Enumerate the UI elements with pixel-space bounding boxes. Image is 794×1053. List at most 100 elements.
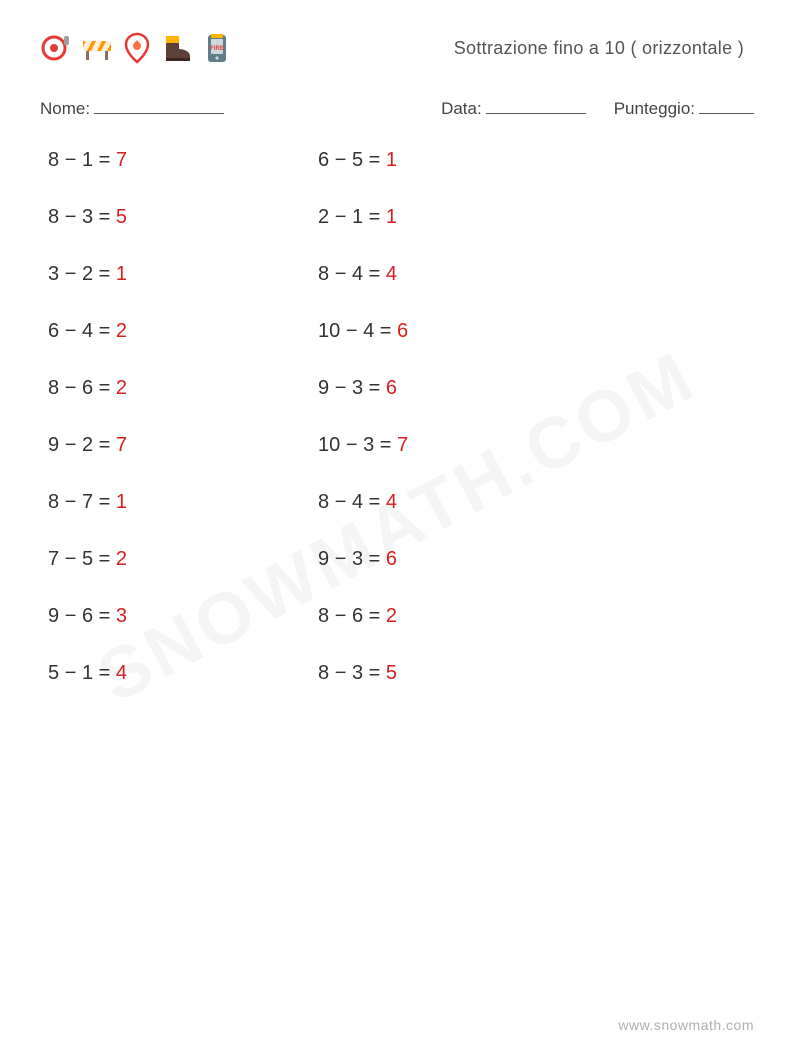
minus-sign: −: [346, 434, 358, 456]
operand-b: 3: [82, 206, 93, 228]
minus-sign: −: [335, 605, 347, 627]
equals-sign: =: [369, 206, 381, 228]
problem: 8 − 6 = 2: [48, 377, 318, 400]
operand-a: 8: [318, 662, 329, 684]
operand-a: 6: [48, 320, 59, 342]
operand-a: 8: [318, 605, 329, 627]
problem: 3 − 2 = 1: [48, 263, 318, 286]
operand-b: 1: [82, 149, 93, 171]
emergency-phone-icon: FIRE: [200, 31, 234, 65]
problems-grid: 8 − 1 = 76 − 5 = 18 − 3 = 52 − 1 = 13 − …: [48, 149, 754, 685]
minus-sign: −: [335, 263, 347, 285]
equals-sign: =: [99, 548, 111, 570]
problem: 7 − 5 = 2: [48, 548, 318, 571]
equals-sign: =: [369, 149, 381, 171]
minus-sign: −: [65, 434, 77, 456]
minus-sign: −: [65, 320, 77, 342]
problem: 10 − 3 = 7: [318, 434, 588, 457]
equals-sign: =: [99, 320, 111, 342]
road-barrier-icon: [80, 31, 114, 65]
worksheet-header: FIRE Sottrazione fino a 10 ( orizzontale…: [40, 28, 754, 68]
answer: 6: [397, 320, 408, 342]
operand-a: 8: [48, 491, 59, 513]
minus-sign: −: [65, 491, 77, 513]
operand-b: 3: [352, 548, 363, 570]
answer: 1: [386, 149, 397, 171]
operand-b: 5: [82, 548, 93, 570]
worksheet-title: Sottrazione fino a 10 ( orizzontale ): [454, 38, 744, 59]
minus-sign: −: [65, 206, 77, 228]
problem: 8 − 3 = 5: [318, 662, 588, 685]
operand-a: 7: [48, 548, 59, 570]
operand-a: 8: [48, 206, 59, 228]
equals-sign: =: [380, 434, 392, 456]
equals-sign: =: [99, 149, 111, 171]
operand-b: 1: [352, 206, 363, 228]
minus-sign: −: [65, 377, 77, 399]
operand-b: 3: [352, 662, 363, 684]
operand-a: 9: [318, 377, 329, 399]
operand-b: 6: [82, 377, 93, 399]
answer: 2: [116, 320, 127, 342]
problem: 8 − 1 = 7: [48, 149, 318, 172]
equals-sign: =: [369, 662, 381, 684]
equals-sign: =: [380, 320, 392, 342]
date-label: Data:: [441, 99, 482, 118]
minus-sign: −: [335, 149, 347, 171]
problem: 8 − 6 = 2: [318, 605, 588, 628]
operand-b: 7: [82, 491, 93, 513]
answer: 4: [116, 662, 127, 684]
answer: 2: [386, 605, 397, 627]
operand-a: 8: [318, 263, 329, 285]
equals-sign: =: [369, 548, 381, 570]
name-blank[interactable]: [94, 96, 224, 114]
problem: 6 − 5 = 1: [318, 149, 588, 172]
operand-b: 4: [352, 263, 363, 285]
date-blank[interactable]: [486, 96, 586, 114]
operand-a: 10: [318, 320, 340, 342]
operand-b: 6: [352, 605, 363, 627]
minus-sign: −: [65, 605, 77, 627]
operand-b: 2: [82, 263, 93, 285]
operand-a: 3: [48, 263, 59, 285]
operand-a: 10: [318, 434, 340, 456]
equals-sign: =: [99, 377, 111, 399]
answer: 3: [116, 605, 127, 627]
operand-b: 3: [363, 434, 374, 456]
answer: 7: [397, 434, 408, 456]
operand-a: 9: [48, 434, 59, 456]
equals-sign: =: [99, 491, 111, 513]
answer: 1: [116, 491, 127, 513]
equals-sign: =: [99, 434, 111, 456]
operand-b: 3: [352, 377, 363, 399]
header-icons: FIRE: [40, 31, 234, 65]
operand-a: 2: [318, 206, 329, 228]
equals-sign: =: [369, 263, 381, 285]
minus-sign: −: [335, 377, 347, 399]
operand-a: 8: [48, 377, 59, 399]
minus-sign: −: [335, 491, 347, 513]
operand-b: 2: [82, 434, 93, 456]
score-blank[interactable]: [699, 96, 754, 114]
fire-boot-icon: [160, 31, 194, 65]
operand-b: 4: [363, 320, 374, 342]
minus-sign: −: [335, 662, 347, 684]
equals-sign: =: [99, 263, 111, 285]
fire-alarm-icon: [40, 31, 74, 65]
minus-sign: −: [65, 662, 77, 684]
operand-b: 5: [352, 149, 363, 171]
answer: 2: [116, 377, 127, 399]
operand-a: 5: [48, 662, 59, 684]
problem: 9 − 6 = 3: [48, 605, 318, 628]
answer: 2: [116, 548, 127, 570]
problem: 8 − 4 = 4: [318, 263, 588, 286]
problem: 8 − 7 = 1: [48, 491, 318, 514]
minus-sign: −: [65, 263, 77, 285]
minus-sign: −: [65, 548, 77, 570]
answer: 1: [116, 263, 127, 285]
answer: 6: [386, 377, 397, 399]
meta-row: Nome: Data: Punteggio:: [40, 96, 754, 119]
answer: 6: [386, 548, 397, 570]
operand-a: 6: [318, 149, 329, 171]
equals-sign: =: [99, 662, 111, 684]
